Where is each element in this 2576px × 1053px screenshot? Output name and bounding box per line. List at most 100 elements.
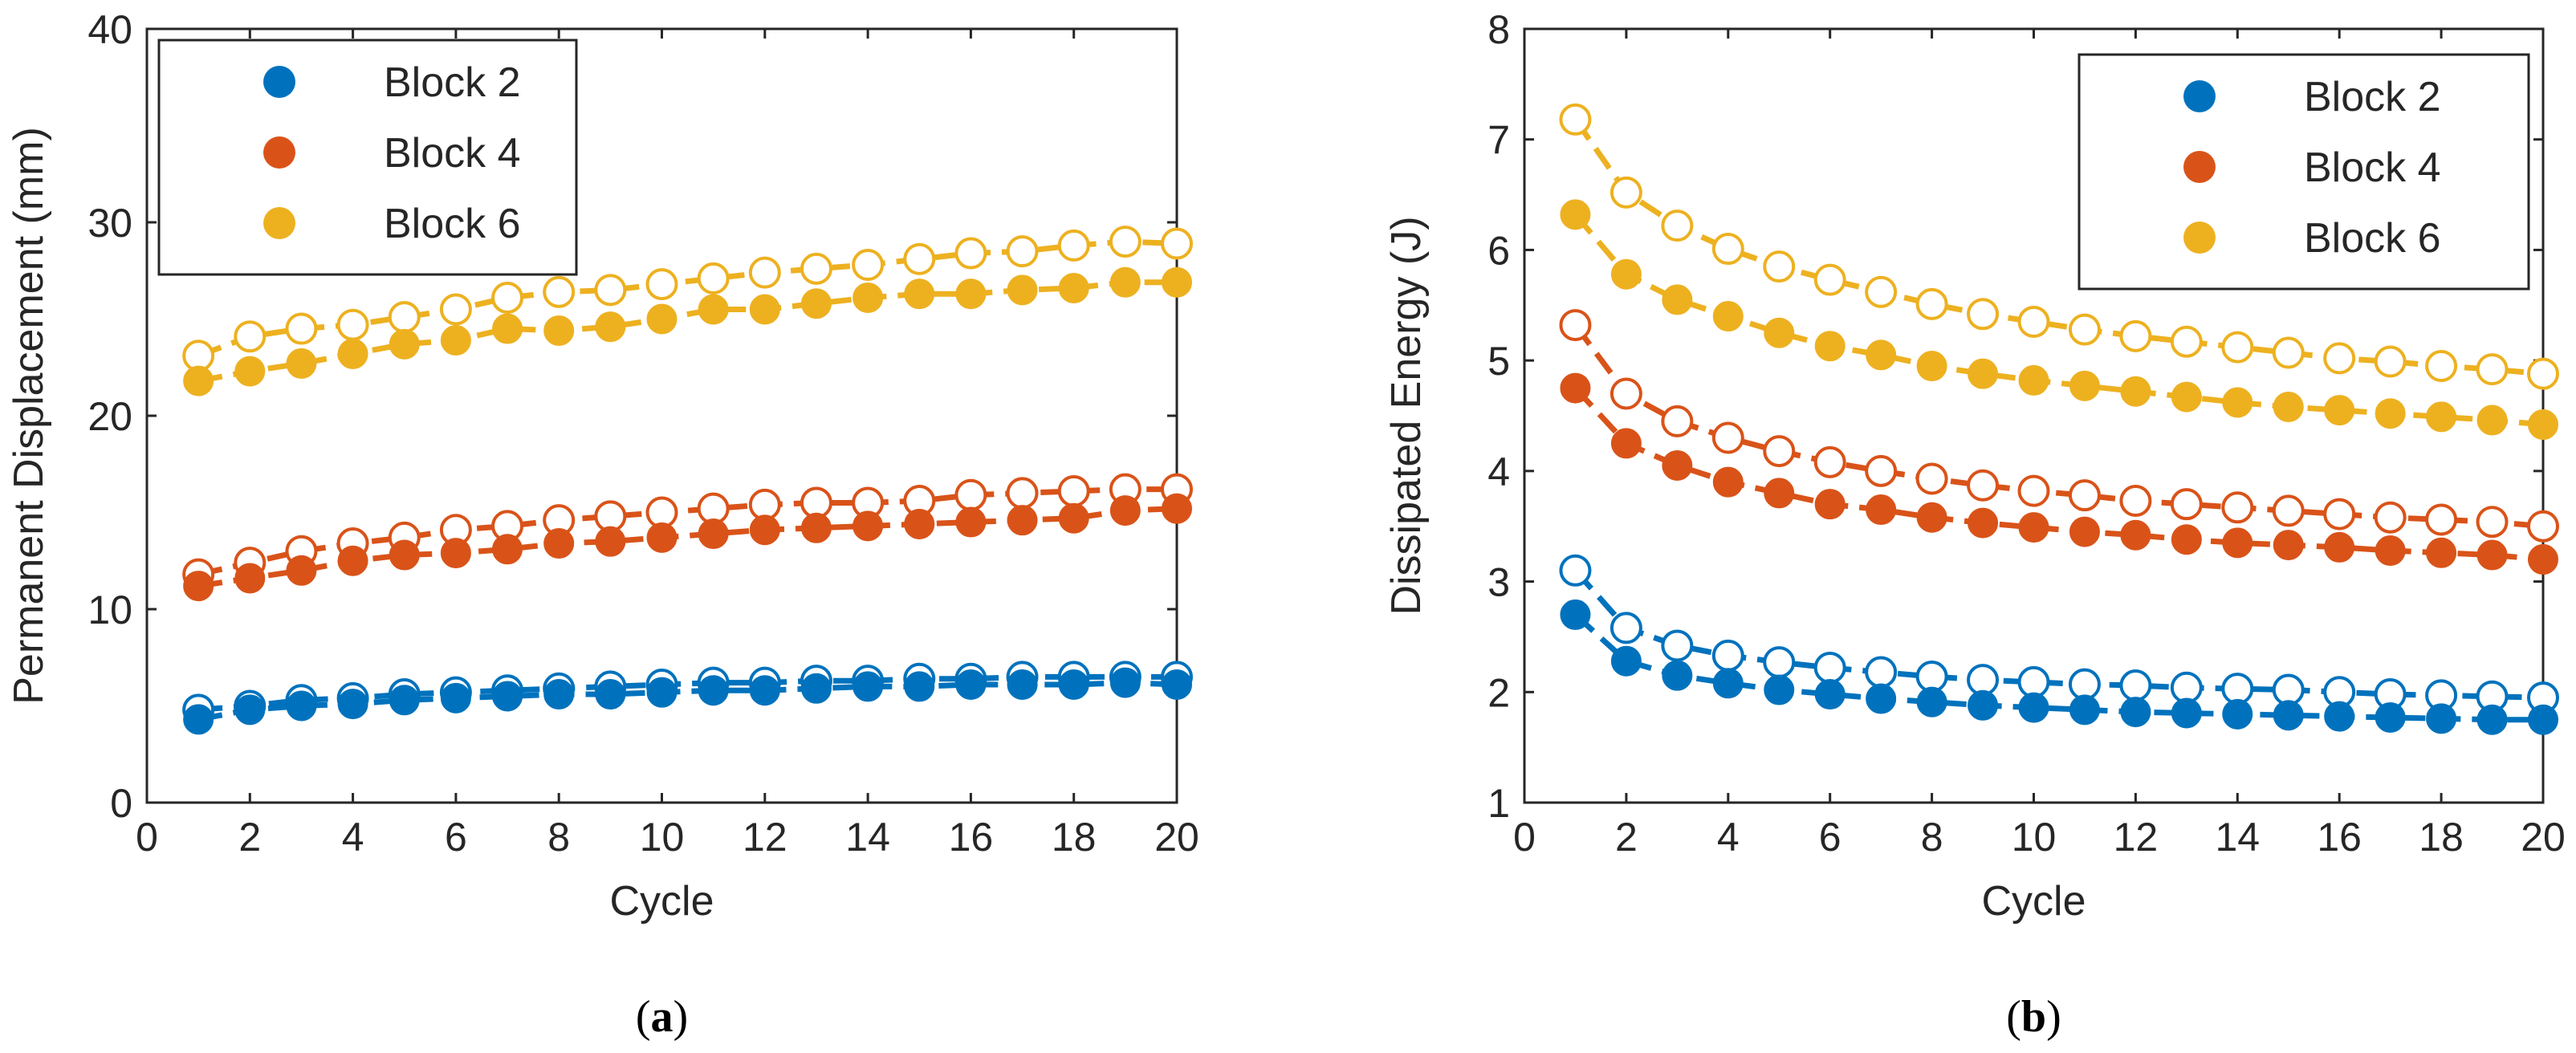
data-point-filled (1058, 669, 1089, 700)
x-tick-label: 18 (2419, 815, 2464, 860)
data-point-filled (2375, 398, 2406, 429)
data-point-filled (2273, 391, 2304, 422)
x-tick-label: 8 (1921, 815, 1943, 860)
y-tick-label: 10 (87, 587, 132, 632)
legend-marker (263, 207, 295, 239)
data-point-filled (440, 538, 471, 569)
data-point-filled (2018, 364, 2049, 396)
data-point-filled (1007, 669, 1038, 700)
data-point-filled (2069, 516, 2100, 547)
data-point-open (2221, 331, 2254, 364)
data-point-open (2476, 353, 2509, 386)
data-point-filled (2426, 537, 2457, 568)
data-point-open (1609, 176, 1642, 209)
data-point-filled (698, 518, 729, 550)
data-point-open (2272, 673, 2305, 706)
data-point-filled (1007, 505, 1038, 536)
data-point-filled (1109, 266, 1141, 298)
data-point-filled (2018, 692, 2049, 723)
x-tick-label: 20 (2521, 815, 2566, 860)
data-point-filled (1814, 489, 1846, 520)
data-point-filled (2222, 698, 2253, 730)
series-block-4 (1559, 309, 2559, 575)
data-point-filled (2426, 401, 2457, 433)
y-tick-label: 1 (1487, 781, 1510, 826)
data-point-open (1711, 233, 1744, 266)
data-point-filled (1712, 668, 1744, 699)
data-point-filled (1662, 449, 1693, 481)
data-point-open (954, 478, 987, 511)
data-point-open (852, 249, 885, 282)
y-tick-label: 30 (87, 201, 132, 246)
data-point-filled (337, 545, 368, 576)
x-tick-label: 0 (1513, 815, 1536, 860)
data-point-filled (955, 278, 987, 310)
legend-label: Block 4 (2304, 144, 2441, 191)
data-point-filled (1162, 493, 1192, 524)
data-point-filled (492, 681, 523, 712)
x-tick-label: 6 (1819, 815, 1841, 860)
panel-label-letter: a (651, 992, 674, 1042)
y-tick-label: 3 (1487, 560, 1510, 605)
data-point-filled (2324, 531, 2355, 563)
x-tick-label: 2 (1615, 815, 1638, 860)
data-point-filled (2324, 701, 2355, 732)
panel-label-close: ) (2046, 992, 2061, 1042)
data-point-open (1109, 226, 1141, 258)
x-tick-label: 16 (2317, 815, 2362, 860)
data-point-open (1967, 664, 2000, 697)
panel-label: (a)(a) (636, 992, 688, 1042)
data-point-filled (1866, 683, 1897, 714)
panel-label-letter: b (2021, 992, 2046, 1042)
data-point-filled (749, 514, 780, 546)
data-point-filled (2171, 381, 2202, 413)
data-point-filled (1109, 495, 1141, 526)
x-tick-label: 4 (342, 815, 364, 860)
data-point-filled (853, 282, 884, 313)
data-point-filled (698, 294, 729, 325)
data-point-open (388, 301, 421, 334)
series-block-6 (182, 226, 1193, 396)
series-block-4 (182, 473, 1193, 602)
data-point-filled (389, 328, 420, 360)
data-point-filled (2324, 395, 2355, 426)
data-point-filled (1866, 494, 1897, 526)
data-point-filled (234, 563, 266, 594)
data-point-filled (1916, 686, 1947, 718)
data-point-open (1967, 298, 2000, 331)
data-point-filled (646, 677, 678, 708)
x-tick-label: 12 (2114, 815, 2159, 860)
x-tick-label: 8 (547, 815, 570, 860)
data-point-filled (1058, 272, 1089, 303)
data-point-filled (1662, 660, 1693, 691)
data-point-open (1763, 646, 1796, 679)
data-point-open (1661, 405, 1694, 437)
data-point-filled (1764, 674, 1795, 705)
data-point-filled (286, 690, 317, 722)
data-point-open (2425, 503, 2458, 536)
data-point-filled (1560, 372, 1591, 404)
data-point-filled (904, 671, 935, 702)
data-point-open (1915, 287, 1948, 320)
data-point-open (2374, 345, 2407, 378)
data-point-filled (337, 338, 368, 369)
data-point-open (1711, 421, 1744, 454)
y-tick-label: 40 (87, 7, 132, 52)
data-point-open (2272, 494, 2305, 527)
y-tick-label: 4 (1487, 449, 1510, 494)
data-point-filled (1109, 667, 1141, 698)
data-point-filled (2171, 524, 2202, 555)
data-point-open (336, 308, 369, 341)
data-point-open (285, 312, 318, 345)
data-point-open (903, 242, 936, 275)
data-point-open (2374, 501, 2407, 534)
data-point-open (1763, 250, 1796, 283)
x-tick-label: 20 (1154, 815, 1199, 860)
data-point-open (543, 275, 576, 308)
y-tick-label: 0 (110, 781, 132, 826)
y-tick-label: 6 (1487, 228, 1510, 273)
legend-label: Block 6 (2304, 215, 2441, 262)
legend-marker (2183, 222, 2216, 254)
data-point-filled (1916, 351, 1947, 382)
data-point-open (697, 262, 730, 295)
